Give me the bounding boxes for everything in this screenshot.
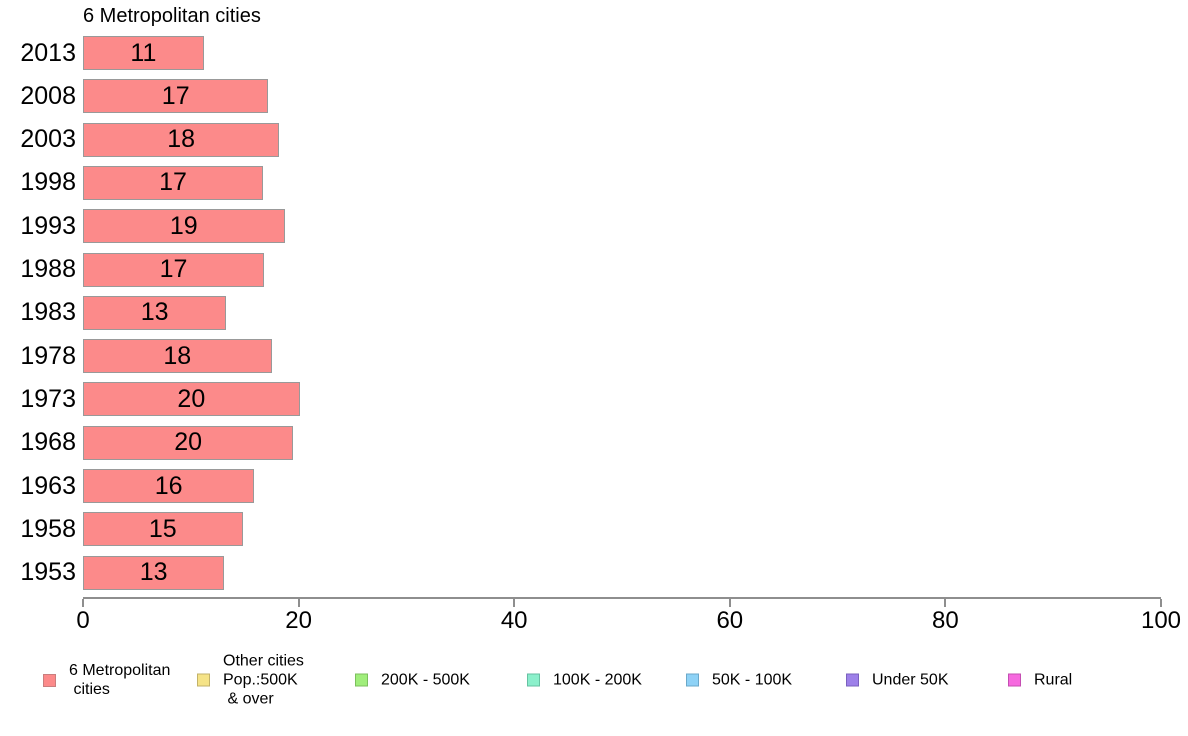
legend-item-label-4: 50K - 100K	[712, 671, 793, 689]
bar-2013	[83, 36, 204, 70]
x-axis-tick-20	[297, 599, 300, 607]
bar-value-label-1978: 18	[163, 341, 192, 370]
x-axis-tick-label-100: 100	[1140, 607, 1182, 634]
y-axis-label-1958: 1958	[20, 514, 76, 543]
y-axis-label-2013: 2013	[20, 38, 76, 67]
bar-2008	[83, 79, 269, 114]
x-axis-line	[83, 597, 1161, 599]
y-axis-label-1983: 1983	[20, 298, 76, 327]
bar-value-label-1993: 19	[169, 211, 198, 240]
legend-swatch-icon-2	[355, 673, 368, 687]
bar-1953	[83, 555, 225, 590]
y-axis-label-1978: 1978	[20, 341, 76, 370]
bar-value-label-1973: 20	[177, 384, 206, 413]
legend-item-4: 50K - 100K	[686, 671, 792, 690]
x-axis-tick-label-40: 40	[500, 607, 528, 634]
bar-1998	[83, 165, 264, 200]
bar-value-label-2008: 17	[161, 81, 190, 110]
legend-item-6: Rural	[1008, 671, 1072, 690]
legend-swatch-icon-3	[527, 673, 540, 687]
bar-value-label-1988: 17	[159, 255, 188, 283]
x-axis-tick-80	[944, 599, 947, 607]
bar-value-label-1968: 20	[174, 428, 202, 457]
legend-item-5: Under 50K	[846, 671, 949, 690]
legend-item-label-5: Under 50K	[872, 671, 949, 689]
legend-item-label-1: Other cities Pop.:500K & over	[223, 652, 304, 708]
bar-1983	[83, 295, 227, 330]
bar-1988	[83, 252, 265, 287]
legend-swatch-icon-4	[686, 673, 699, 687]
legend-item-label-2: 200K - 500K	[381, 671, 470, 689]
bar-value-label-1983: 13	[140, 298, 169, 327]
bar-1993	[83, 209, 285, 244]
y-axis-label-1963: 1963	[20, 471, 76, 500]
x-axis-tick-label-20: 20	[285, 607, 312, 634]
bar-2003	[83, 122, 280, 157]
bar-value-label-2003: 18	[167, 125, 195, 154]
legend-swatch-icon-1	[197, 673, 210, 687]
y-axis-label-1973: 1973	[20, 384, 76, 413]
legend-item-label-3: 100K - 200K	[553, 671, 642, 689]
legend-item-label-0: 6 Metropolitan cities	[69, 662, 171, 698]
bar-1968	[83, 425, 294, 460]
bar-1973	[83, 382, 300, 417]
chart-title: 6 Metropolitan cities	[83, 5, 261, 27]
legend-swatch-icon-0	[43, 673, 56, 687]
bar-1978	[83, 339, 272, 374]
y-axis-label-1998: 1998	[20, 168, 76, 197]
y-axis-label-2008: 2008	[20, 81, 76, 110]
bar-1963	[83, 469, 255, 503]
bar-value-label-1963: 16	[154, 471, 183, 500]
bar-value-label-1953: 13	[139, 558, 168, 587]
bar-value-label-1998: 17	[159, 168, 187, 197]
bar-value-label-2013: 11	[130, 38, 157, 67]
legend-swatch-icon-5	[846, 673, 859, 687]
x-axis-tick-0	[82, 599, 84, 607]
y-axis-label-2003: 2003	[20, 125, 76, 154]
y-axis-label-1988: 1988	[20, 255, 76, 283]
legend-item-0: 6 Metropolitan cities	[43, 661, 170, 699]
legend-item-label-6: Rural	[1034, 671, 1073, 689]
x-axis-tick-label-60: 60	[716, 607, 744, 634]
x-axis-tick-60	[728, 599, 731, 607]
bar-1958	[83, 512, 243, 547]
y-axis-label-1953: 1953	[20, 558, 76, 587]
y-axis-label-1993: 1993	[20, 211, 76, 240]
legend-item-2: 200K - 500K	[355, 671, 470, 690]
x-axis-tick-40	[513, 599, 516, 607]
legend-item-1: Other cities Pop.:500K & over	[197, 652, 304, 709]
bar-value-label-1958: 15	[148, 514, 177, 543]
legend-swatch-icon-6	[1008, 673, 1021, 687]
legend-item-3: 100K - 200K	[527, 671, 642, 690]
y-axis-label-1968: 1968	[20, 428, 76, 457]
x-axis-tick-label-0: 0	[76, 607, 90, 634]
x-axis-tick-label-80: 80	[932, 607, 959, 634]
x-axis-tick-100	[1160, 599, 1162, 607]
